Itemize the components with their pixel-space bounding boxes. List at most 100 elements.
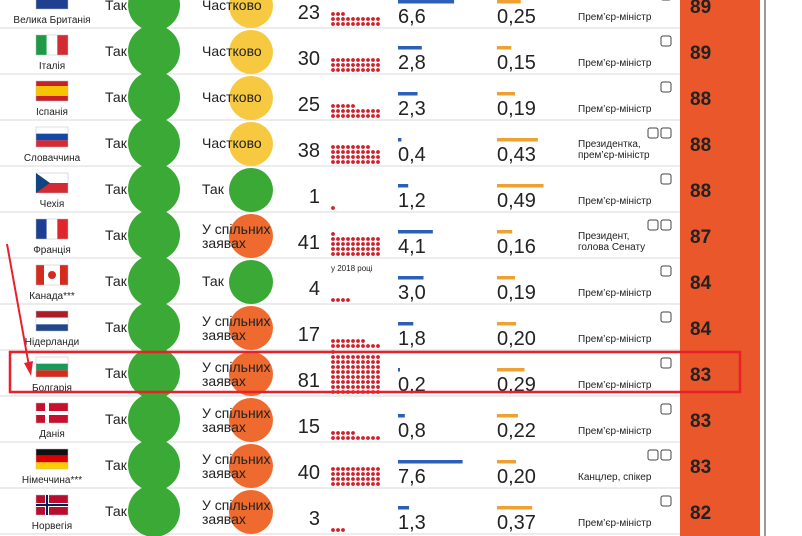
dot [376, 22, 380, 26]
dot [371, 477, 375, 481]
dot [366, 58, 370, 62]
dot [371, 467, 375, 471]
dot [341, 477, 345, 481]
dot [351, 477, 355, 481]
count: 81 [298, 370, 320, 392]
dot [331, 104, 335, 108]
role-icon [647, 127, 659, 139]
dot [351, 145, 355, 149]
dot [341, 22, 345, 26]
flag-stripe [36, 265, 44, 285]
dot [361, 477, 365, 481]
dot [346, 355, 350, 359]
value-2: 0,49 [497, 190, 536, 212]
dot [346, 385, 350, 389]
value-1: 2,3 [398, 98, 426, 120]
dot [356, 114, 360, 118]
dot [356, 472, 360, 476]
flag-stripe [46, 35, 58, 55]
dot [331, 375, 335, 379]
blue-bar [398, 322, 414, 326]
highlight-box [8, 350, 742, 394]
dot [341, 160, 345, 164]
dot [331, 477, 335, 481]
blue-bar [398, 276, 424, 280]
answer: Так [105, 89, 128, 105]
dot [331, 467, 335, 471]
answer: Так [105, 365, 128, 381]
dot [341, 12, 345, 16]
dot [371, 385, 375, 389]
green-blob [128, 393, 180, 445]
flag-stripe [36, 219, 47, 239]
note: у 2018 році [331, 264, 373, 273]
dot [351, 114, 355, 118]
score: 83 [690, 365, 711, 386]
dot [361, 160, 365, 164]
dot [371, 360, 375, 364]
dot [346, 339, 350, 343]
dot [361, 467, 365, 471]
dot [376, 344, 380, 348]
green-blob [128, 439, 180, 491]
dot [376, 380, 380, 384]
dot [361, 472, 365, 476]
flag-border [35, 264, 69, 286]
dot [346, 298, 350, 302]
country-name: Італія [39, 61, 65, 72]
value-1: 1,2 [398, 190, 426, 212]
status-circle [229, 214, 273, 258]
dot [361, 155, 365, 159]
count: 4 [309, 278, 320, 300]
dot [346, 104, 350, 108]
dot [376, 155, 380, 159]
role: голова Сенату [578, 242, 645, 253]
flag-triangle [36, 173, 50, 193]
dot [331, 360, 335, 364]
count: 3 [309, 508, 320, 530]
dot [366, 370, 370, 374]
score: 84 [690, 273, 712, 294]
role-icon [660, 173, 672, 185]
dot [346, 477, 350, 481]
blue-bar [398, 0, 455, 4]
flag-stripe [36, 317, 68, 325]
flag-stripe [36, 311, 68, 318]
dot [331, 22, 335, 26]
role-icon [660, 495, 672, 507]
dot [371, 242, 375, 246]
dot [336, 365, 340, 369]
count: 1 [309, 186, 320, 208]
dot [341, 528, 345, 532]
dot [341, 155, 345, 159]
dot [366, 467, 370, 471]
role: Прем’єр-міністр [578, 288, 652, 299]
orange-bar [497, 368, 525, 372]
dot [346, 150, 350, 154]
dot [361, 63, 365, 67]
role: Прем’єр-міністр [578, 196, 652, 207]
dot [371, 375, 375, 379]
role-icon [660, 357, 672, 369]
value-2: 0,20 [497, 328, 536, 350]
dot [341, 237, 345, 241]
flag-stripe [36, 133, 68, 141]
status-text: заявах [202, 373, 246, 389]
dot [346, 58, 350, 62]
dot [356, 68, 360, 72]
country-name: Канада*** [29, 291, 75, 302]
dot [366, 477, 370, 481]
dot [351, 472, 355, 476]
dot [331, 385, 335, 389]
dot [371, 63, 375, 67]
dot [331, 365, 335, 369]
status-text: Так [202, 273, 225, 289]
flag-stripe [36, 127, 68, 134]
dot [346, 145, 350, 149]
dot [366, 237, 370, 241]
dot [356, 370, 360, 374]
value-1: 2,8 [398, 52, 426, 74]
value-2: 0,19 [497, 282, 536, 304]
dot [356, 160, 360, 164]
dot [351, 339, 355, 343]
